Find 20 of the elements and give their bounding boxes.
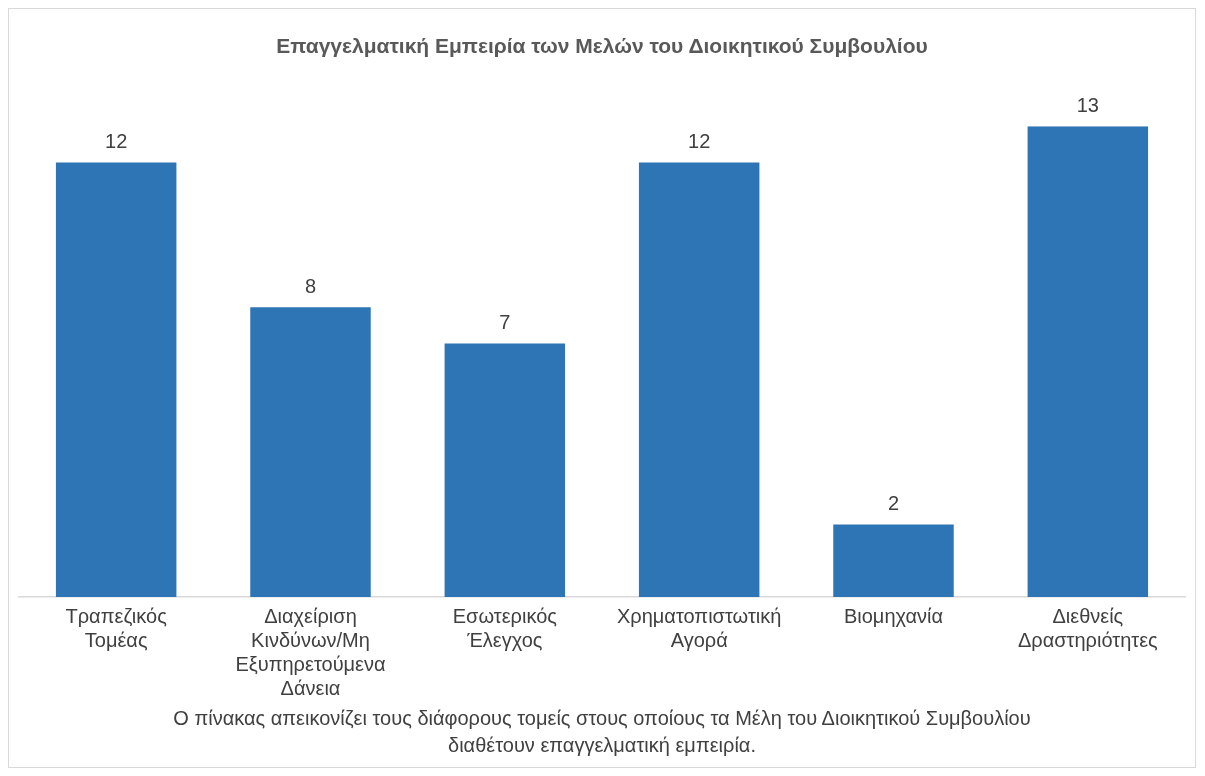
x-tick-label: Χρηματοπιστωτική Αγορά bbox=[616, 604, 782, 651]
bar bbox=[444, 343, 566, 597]
text: Ο πίνακας απεικονίζει τους διάφορους τομείς στους οποίους τα Μέλη του Διοικητικού Συμβουλίου διαθέτουν επαγγελματική εμπειρία. bbox=[172, 706, 1032, 758]
x-tick-label: Τραπεζικός Τομέας bbox=[65, 604, 168, 651]
data-label: 7 bbox=[499, 311, 511, 334]
data-label: 12 bbox=[105, 129, 128, 152]
data-label: 13 bbox=[1076, 93, 1099, 116]
x-tick-label: Εσωτερικός Έλεγχος bbox=[452, 604, 558, 651]
bar bbox=[833, 524, 954, 597]
x-tick-label: Διεθνείς Δραστηριότητες bbox=[1017, 604, 1159, 651]
bar bbox=[1027, 126, 1149, 597]
bar bbox=[638, 162, 760, 597]
x-tick-label: Διαχείριση Κινδύνων/Μη Εξυπηρετούμενα Δάνεια bbox=[235, 604, 386, 699]
data-label: 8 bbox=[304, 274, 317, 297]
bar bbox=[55, 162, 177, 597]
x-tick-label: Βιομηχανία bbox=[843, 604, 944, 627]
data-label: 2 bbox=[887, 492, 900, 515]
data-label: 12 bbox=[688, 129, 711, 152]
bar bbox=[250, 307, 371, 597]
chart-title: Επαγγελματική Εμπειρία των Μελών του Διοικητικού Συμβουλίου bbox=[276, 34, 928, 58]
